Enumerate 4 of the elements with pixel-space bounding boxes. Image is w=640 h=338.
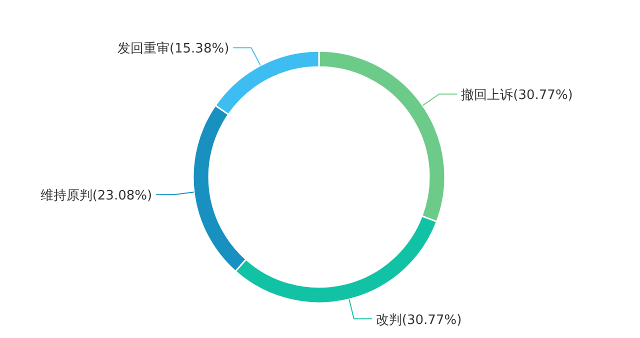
slice-label: 撤回上诉(30.77%) <box>461 88 573 104</box>
slice-label: 发回重审(15.38%) <box>117 40 230 57</box>
slice-label: 改判(30.77%) <box>376 312 462 328</box>
slice-label: 维持原判(23.08%) <box>40 188 152 204</box>
